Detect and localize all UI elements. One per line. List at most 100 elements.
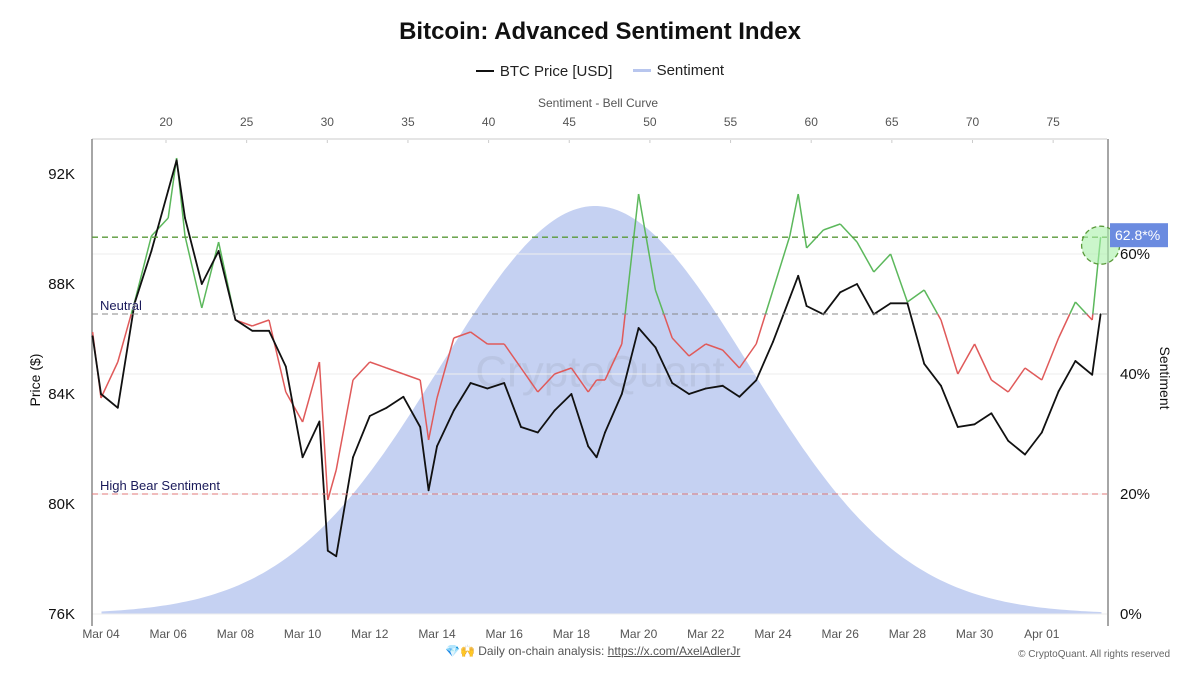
btc-price-point: [326, 549, 329, 552]
x-tick-label: Mar 16: [486, 627, 524, 641]
right-tick-label: 0%: [1120, 606, 1142, 623]
sentiment-segment: [184, 235, 203, 309]
btc-price-point: [520, 426, 522, 428]
left-tick-label: 88K: [48, 276, 75, 293]
x-tick-label: Mar 22: [687, 627, 725, 641]
chart-title: Bitcoin: Advanced Sentiment Index: [399, 18, 801, 45]
sentiment-segment: [503, 343, 522, 369]
top-axis-label: Sentiment - Bell Curve: [538, 96, 658, 110]
btc-price-point: [368, 415, 371, 417]
btc-price-point: [839, 291, 842, 294]
btc-price-point: [1074, 360, 1077, 362]
btc-price-point: [1099, 313, 1102, 316]
x-tick-label: Apr 01: [1024, 627, 1060, 641]
btc-price-point: [1091, 373, 1094, 376]
footer-text: Daily on-chain analysis:: [478, 644, 608, 658]
sentiment-segment: [722, 349, 740, 369]
top-tick-label: 20: [159, 115, 173, 129]
current-value-callout: [1110, 223, 1168, 248]
sentiment-segment: [797, 193, 808, 249]
sentiment-segment: [436, 337, 455, 399]
btc-price-point: [352, 456, 354, 459]
btc-price-point: [503, 382, 506, 384]
sentiment-segment: [352, 361, 371, 381]
sentiment-segment: [856, 241, 875, 273]
btc-price-point: [402, 395, 405, 398]
top-tick-label: 75: [1046, 115, 1060, 129]
sentiment-segment: [301, 361, 321, 423]
sentiment-segment: [806, 229, 824, 249]
btc-price-point: [427, 489, 430, 492]
btc-price-point: [637, 327, 640, 329]
x-tick-label: Mar 18: [553, 627, 591, 641]
sentiment-segment: [789, 193, 799, 237]
btc-price-point: [1040, 431, 1043, 434]
sentiment-segment: [621, 313, 626, 345]
sentiment-segment: [1057, 313, 1071, 339]
x-tick-label: Mar 12: [351, 627, 389, 641]
right-tick-label: 60%: [1120, 246, 1150, 263]
x-tick-label: Mar 24: [754, 627, 792, 641]
btc-price-point: [990, 412, 993, 415]
copyright: © CryptoQuant. All rights reserved: [1018, 649, 1170, 660]
btc-price-point: [772, 340, 774, 343]
sentiment-segment: [1007, 367, 1026, 393]
btc-price-point: [906, 302, 909, 305]
btc-price-point: [100, 393, 102, 395]
sentiment-segment: [973, 343, 993, 381]
btc-price-point: [1057, 390, 1060, 393]
btc-price-point: [469, 382, 472, 384]
sentiment-segment: [688, 343, 707, 357]
sentiment-segment: [1091, 313, 1094, 321]
btc-price-point: [251, 329, 254, 332]
btc-price-point: [536, 431, 539, 434]
btc-price-point: [570, 393, 573, 395]
btc-price-point: [385, 406, 388, 409]
btc-price-point: [318, 420, 321, 423]
right-tick-label: 20%: [1120, 486, 1150, 503]
legend: BTC Price [USD] Sentiment: [0, 59, 1200, 80]
legend-swatch-price: [475, 70, 494, 72]
sentiment-segment: [369, 361, 387, 369]
sentiment-segment: [738, 343, 757, 369]
sentiment-segment: [764, 289, 774, 315]
sentiment-segment: [117, 313, 132, 363]
sentiment-segment: [624, 193, 640, 315]
legend-item-sentiment[interactable]: Sentiment: [632, 62, 724, 79]
btc-price-point: [805, 305, 808, 307]
left-tick-label: 84K: [48, 386, 75, 403]
sentiment-segment: [936, 313, 942, 321]
btc-price-point: [486, 387, 489, 390]
btc-price-point: [1007, 439, 1010, 442]
sentiment-segment: [1041, 337, 1060, 381]
x-tick-label: Mar 26: [822, 627, 860, 641]
btc-price-point: [268, 329, 270, 332]
right-tick-label: 40%: [1120, 366, 1150, 383]
btc-price-point: [923, 362, 926, 365]
footer-link[interactable]: https://x.com/AxelAdlerJr: [607, 644, 741, 658]
btc-price-point: [133, 302, 136, 305]
btc-price-point: [595, 456, 598, 459]
sentiment-segment: [823, 223, 841, 231]
btc-price-point: [889, 302, 892, 305]
btc-price-point: [175, 159, 178, 162]
sentiment-segment: [671, 337, 690, 357]
btc-price-point: [797, 274, 800, 277]
btc-price-point: [436, 445, 438, 448]
btc-price-point: [553, 409, 556, 412]
btc-price-point: [704, 387, 707, 390]
left-tick-label: 76K: [48, 606, 75, 623]
sentiment-segment: [537, 373, 556, 393]
left-axis-label: Price ($): [27, 354, 43, 407]
btc-price-point: [284, 365, 287, 368]
top-tick-label: 45: [563, 115, 577, 129]
legend-item-price[interactable]: BTC Price [USD]: [475, 63, 612, 80]
sentiment-segment: [957, 343, 976, 375]
sentiment-segment: [427, 397, 438, 441]
sentiment-segment: [839, 223, 858, 243]
sentiment-segment: [251, 319, 270, 327]
sentiment-segment: [1074, 301, 1088, 315]
top-tick-label: 65: [885, 115, 899, 129]
btc-price-point: [654, 346, 657, 349]
